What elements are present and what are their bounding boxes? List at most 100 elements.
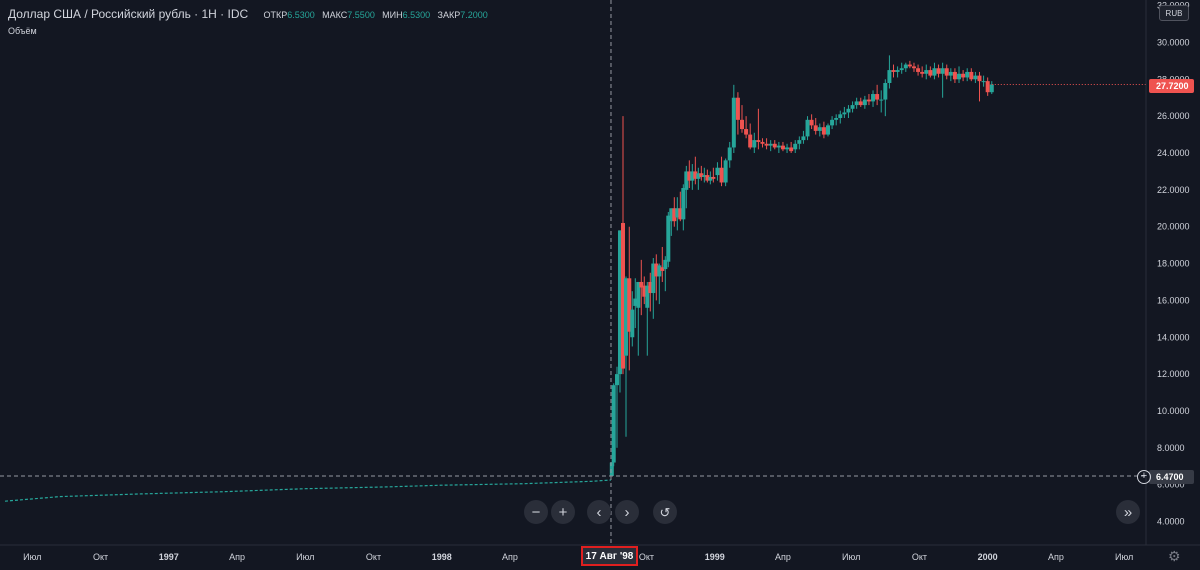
candle-body	[620, 223, 625, 369]
price-tick-label: 16.0000	[1157, 295, 1190, 305]
candle-body	[719, 167, 724, 183]
gear-icon[interactable]: ⚙	[1168, 548, 1181, 564]
time-tick-label: Окт	[366, 552, 381, 562]
open-label: ОТКР	[263, 10, 288, 20]
candle-body	[817, 127, 822, 131]
close-label: ЗАКР	[437, 10, 461, 20]
price-tick-label: 24.0000	[1157, 148, 1190, 158]
price-tick-label: 12.0000	[1157, 369, 1190, 379]
candle-body	[920, 71, 925, 74]
candle-body	[866, 99, 871, 102]
candle-body	[760, 141, 765, 144]
price-tick-label: 10.0000	[1157, 406, 1190, 416]
legend-header: Доллар США / Российский рубль · 1Н · IDC…	[8, 7, 488, 21]
candle-body	[965, 71, 970, 78]
candle-body	[801, 136, 806, 141]
candle-body	[727, 147, 732, 161]
time-tick-label: Июл	[842, 552, 860, 562]
candle-body	[693, 171, 698, 179]
close-value: 7.2000	[460, 10, 488, 20]
zoom-out-button[interactable]: −	[524, 500, 548, 524]
candle-body	[871, 94, 876, 102]
currency-button[interactable]: RUB	[1159, 5, 1189, 21]
volume-label[interactable]: Объём	[8, 26, 37, 36]
candle-body	[899, 68, 904, 71]
time-tick-label: Апр	[502, 552, 518, 562]
candle-body	[948, 71, 953, 76]
price-tick-label: 22.0000	[1157, 185, 1190, 195]
zoom-in-button[interactable]: +	[551, 500, 575, 524]
candle-body	[842, 112, 847, 115]
time-tick-label: 2000	[978, 552, 998, 562]
candle-body	[756, 140, 761, 142]
candle-body	[825, 125, 830, 135]
candle-body	[699, 173, 704, 177]
candle-body	[731, 97, 736, 148]
candle-body	[735, 97, 740, 120]
add-alert-icon[interactable]: +	[1137, 470, 1151, 484]
candle-body	[809, 119, 814, 126]
candle-body	[973, 75, 978, 80]
candle-body	[936, 68, 941, 74]
candle-body	[711, 176, 716, 179]
candle-body	[985, 81, 990, 93]
candle-body	[838, 114, 843, 118]
price-tick-label: 18.0000	[1157, 259, 1190, 269]
candle-body	[636, 281, 641, 308]
scroll-left-button[interactable]: ‹	[587, 500, 611, 524]
scroll-right-button[interactable]: ›	[615, 500, 639, 524]
candle-body	[821, 127, 826, 135]
candle-body	[715, 167, 720, 176]
candle-body	[675, 208, 680, 218]
time-tick-label: 1997	[159, 552, 179, 562]
candle-body	[875, 94, 880, 100]
low-label: МИН	[382, 10, 403, 20]
time-tick-label: Июл	[296, 552, 314, 562]
candle-body	[633, 298, 638, 306]
candle-body	[846, 108, 851, 113]
time-tick-label: Июл	[1115, 552, 1133, 562]
candle-body	[797, 140, 802, 144]
candle-body	[702, 175, 707, 177]
pre-crisis-series-line	[4, 479, 612, 502]
candle-body	[903, 64, 908, 69]
candle-body	[617, 230, 622, 375]
candle-body	[813, 125, 818, 131]
candle-body	[932, 68, 937, 76]
price-tick-label: 26.0000	[1157, 111, 1190, 121]
candle-body	[957, 73, 962, 80]
candle-body	[660, 267, 665, 271]
candle-body	[789, 147, 794, 152]
crosshair-date-label: 17 Авг '98	[581, 546, 638, 566]
candle-body	[977, 75, 982, 82]
candle-body	[780, 145, 785, 150]
candle-body	[858, 101, 863, 106]
pre-crisis-line	[4, 479, 612, 502]
candle-body	[648, 281, 653, 294]
candle-body	[785, 147, 790, 150]
candle-body	[850, 105, 855, 109]
time-axis: Июл Окт 1997 Апр Июл Окт 1998 Апр Окт 1999 Апр Июл О…	[23, 552, 1133, 562]
candle-body	[772, 143, 777, 148]
candle-body	[830, 119, 835, 126]
reset-chart-button[interactable]: ↺	[653, 500, 677, 524]
currency-label: RUB	[1165, 8, 1183, 18]
symbol-title[interactable]: Доллар США / Российский рубль · 1Н · IDC	[8, 7, 249, 21]
candle-body	[805, 119, 810, 137]
price-tick-label: 4.0000	[1157, 517, 1185, 527]
last-price-badge: 27.7200	[1149, 79, 1194, 93]
candle-body	[672, 208, 677, 222]
time-tick-label: 1999	[705, 552, 725, 562]
candle-body	[883, 82, 888, 100]
candle-body	[696, 173, 701, 179]
candle-body	[645, 285, 650, 308]
candle-body	[928, 70, 933, 76]
high-label: МАКС	[322, 10, 348, 20]
scroll-to-realtime-button[interactable]: »	[1116, 500, 1140, 524]
candle-body	[657, 265, 662, 277]
candle-body	[924, 70, 929, 74]
candle-body	[614, 374, 619, 386]
price-tick-label: 8.0000	[1157, 443, 1185, 453]
open-value: 6.5300	[287, 10, 315, 20]
